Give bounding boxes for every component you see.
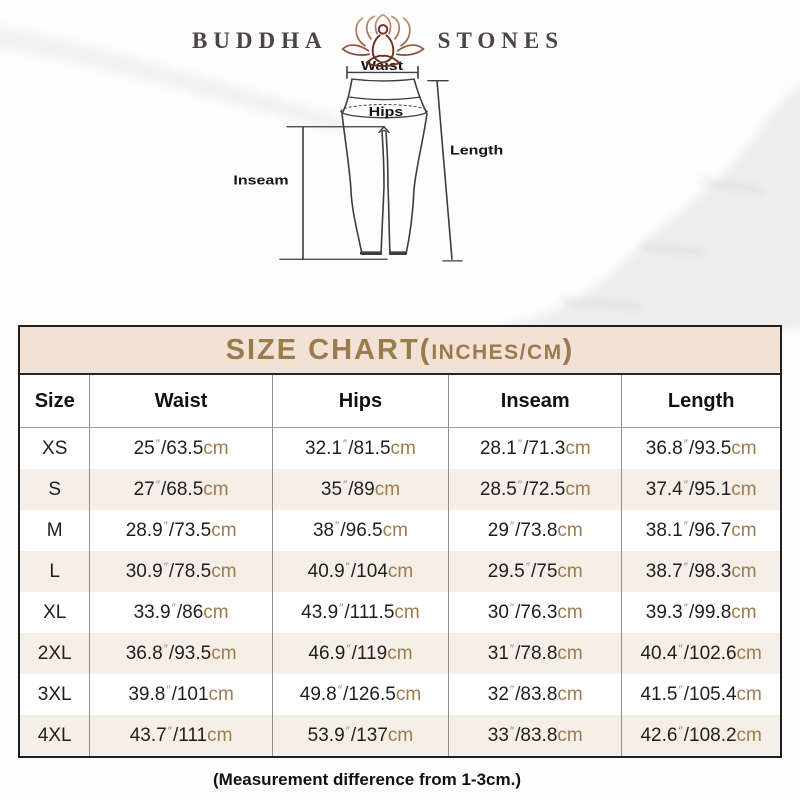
- mountain-right: [478, 83, 800, 330]
- size-chart: SIZE CHART(INCHES/CM) Size Waist Hips In…: [18, 325, 782, 758]
- waist-cell: 43.7″/111cm: [89, 715, 273, 756]
- col-header-waist: Waist: [89, 375, 273, 428]
- table-row: 2XL 36.8″/93.5cm 46.9″/119cm 31″/78.8cm 40.4…: [20, 633, 780, 674]
- waist-cell: 33.9″/86cm: [89, 592, 273, 633]
- hips-cell: 38″/96.5cm: [271, 510, 449, 551]
- length-cell: 36.8″/93.5cm: [621, 427, 780, 469]
- hips-cell: 40.9″/104cm: [271, 551, 449, 592]
- lotus-meditation-icon: [340, 13, 425, 68]
- size-cell: M: [46, 519, 63, 541]
- size-cell: L: [49, 560, 60, 582]
- hips-cell: 46.9″/119cm: [271, 633, 449, 674]
- brand-name-right: STONES: [437, 27, 565, 53]
- size-table: Size Waist Hips Inseam Length XS 25″/63.5…: [20, 375, 780, 756]
- length-line: [427, 80, 463, 262]
- length-cell: 38.7″/98.3cm: [621, 551, 780, 592]
- size-chart-title: SIZE CHART(INCHES/CM): [20, 327, 780, 375]
- diagram-label-inseam: Inseam: [233, 174, 288, 188]
- inseam-lines: [279, 125, 390, 260]
- hips-ellipse: [340, 104, 428, 119]
- brand-name-left: BUDDHA: [191, 27, 328, 53]
- length-cell: 42.6″/108.2cm: [621, 715, 780, 756]
- inseam-cell: 29″/73.8cm: [448, 510, 622, 551]
- inseam-cell: 31″/78.8cm: [448, 633, 622, 674]
- length-cell: 40.4″/102.6cm: [621, 633, 780, 674]
- size-cell: 4XL: [37, 724, 72, 746]
- left-ankle-hem: [360, 251, 382, 255]
- mountain-slope-left: [0, 25, 345, 134]
- length-cell: 39.3″/99.8cm: [621, 592, 780, 633]
- table-row: M 28.9″/73.5cm 38″/96.5cm 29″/73.8cm 38.1″/9…: [20, 510, 780, 551]
- length-cell: 38.1″/96.7cm: [621, 510, 780, 551]
- hips-cell: 53.9″/137cm: [271, 715, 449, 756]
- size-cell: XL: [43, 601, 67, 623]
- mountain-ridge-texture: [559, 178, 763, 311]
- right-ankle-hem: [389, 251, 407, 255]
- length-cell: 37.4″/95.1cm: [621, 469, 780, 510]
- col-header-length: Length: [621, 375, 780, 428]
- table-row: 4XL 43.7″/111cm 53.9″/137cm 33″/83.8cm 42.6″…: [20, 715, 780, 756]
- col-header-hips: Hips: [271, 375, 449, 428]
- table-row: S 27″/68.5cm 35″/89cm 28.5″/72.5cm 37.4″/95.…: [20, 469, 780, 510]
- waist-cell: 27″/68.5cm: [89, 469, 273, 510]
- size-cell: 3XL: [37, 683, 72, 705]
- table-row: XS 25″/63.5cm 32.1″/81.5cm 28.1″/71.3cm 36.8…: [20, 427, 780, 469]
- hips-cell: 32.1″/81.5cm: [271, 427, 449, 469]
- size-cell: S: [48, 478, 62, 500]
- waist-cell: 28.9″/73.5cm: [89, 510, 273, 551]
- title-unit: INCHES/CM: [431, 341, 563, 364]
- col-header-inseam: Inseam: [448, 375, 622, 428]
- leggings-measurement-diagram: Waist Hips Inseam Length: [233, 59, 503, 262]
- inseam-cell: 33″/83.8cm: [448, 715, 622, 756]
- diagram-label-length: Length: [450, 144, 503, 158]
- title-main: SIZE CHART(: [225, 334, 432, 366]
- waist-cell: 30.9″/78.5cm: [89, 551, 273, 592]
- title-close-paren: ): [562, 334, 575, 366]
- length-cell: 41.5″/105.4cm: [621, 674, 780, 715]
- size-table-body: XS 25″/63.5cm 32.1″/81.5cm 28.1″/71.3cm 36.8…: [20, 427, 780, 756]
- table-row: XL 33.9″/86cm 43.9″/111.5cm 30″/76.3cm 39.3″…: [20, 592, 780, 633]
- measurement-note: (Measurement difference from 1-3cm.): [213, 770, 521, 789]
- table-row: 3XL 39.8″/101cm 49.8″/126.5cm 32″/83.8cm 41.…: [20, 674, 780, 715]
- waist-bracket: [346, 66, 419, 79]
- size-cell: 2XL: [37, 642, 72, 664]
- inseam-cell: 28.1″/71.3cm: [448, 427, 622, 469]
- hips-cell: 35″/89cm: [271, 469, 449, 510]
- waist-cell: 36.8″/93.5cm: [89, 633, 273, 674]
- col-header-size: Size: [20, 375, 90, 428]
- hips-cell: 43.9″/111.5cm: [271, 592, 449, 633]
- waist-cell: 39.8″/101cm: [89, 674, 273, 715]
- header-row: Size Waist Hips Inseam Length: [20, 375, 780, 428]
- diagram-label-hips: Hips: [369, 105, 404, 119]
- inseam-cell: 28.5″/72.5cm: [448, 469, 622, 510]
- leggings-outline: [341, 78, 428, 255]
- hips-cell: 49.8″/126.5cm: [271, 674, 449, 715]
- size-cell: XS: [42, 437, 68, 459]
- table-row: L 30.9″/78.5cm 40.9″/104cm 29.5″/75cm 38.7″/…: [20, 551, 780, 592]
- brand-logo: BUDDHA STONES: [0, 13, 778, 68]
- inseam-cell: 32″/83.8cm: [448, 674, 622, 715]
- inseam-cell: 29.5″/75cm: [448, 551, 622, 592]
- inseam-cell: 30″/76.3cm: [448, 592, 622, 633]
- waist-cell: 25″/63.5cm: [89, 427, 273, 469]
